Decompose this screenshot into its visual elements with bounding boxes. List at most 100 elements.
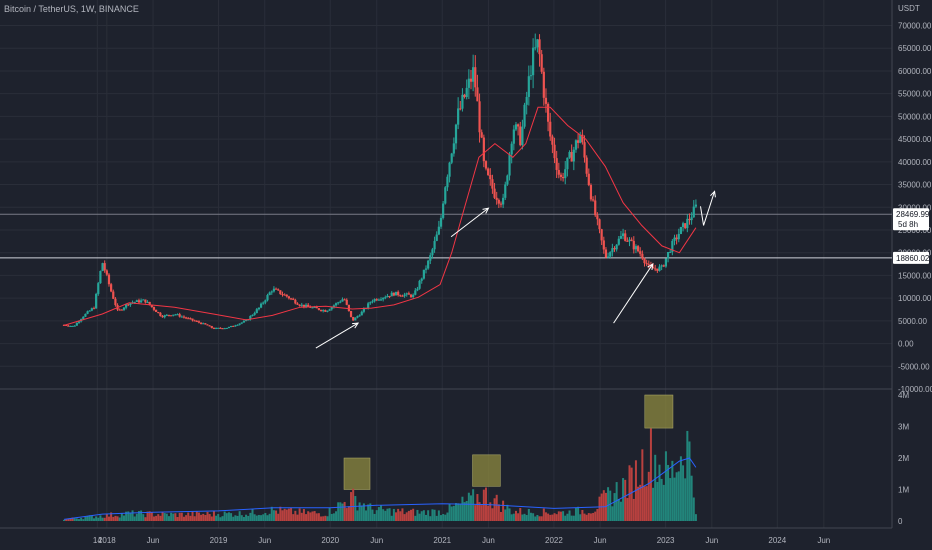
volume-bar — [412, 508, 415, 521]
candle-body — [176, 314, 179, 316]
volume-bar — [641, 449, 644, 521]
volume-bar — [624, 479, 627, 521]
candle-body — [636, 246, 640, 252]
candle-body — [634, 246, 638, 250]
volume-bar — [510, 514, 513, 521]
volume-bar — [159, 515, 162, 521]
candle-body — [463, 94, 466, 97]
volume-bar — [654, 454, 657, 521]
candle-body — [195, 320, 198, 322]
candle-body — [435, 234, 438, 241]
candle-body — [274, 288, 278, 290]
volume-bar — [150, 512, 153, 521]
volume-bar — [435, 515, 438, 521]
candle-body — [232, 325, 235, 327]
candle-body — [262, 302, 265, 304]
volume-bar — [118, 517, 121, 521]
candle-body — [281, 294, 284, 296]
candle-body — [159, 312, 162, 317]
volume-bar — [551, 514, 554, 521]
volume-bar — [626, 497, 629, 521]
time-tick-label: Jun — [705, 536, 718, 545]
candle-body — [140, 300, 143, 303]
volume-bar — [446, 512, 449, 521]
candle-body — [694, 204, 698, 207]
volume-bar — [172, 513, 175, 521]
candle-body — [289, 298, 293, 300]
candle-body — [221, 328, 224, 330]
volume-bar — [431, 509, 434, 521]
volume-bar — [405, 512, 408, 521]
price-tick-label: 50000.00 — [898, 112, 932, 121]
candle-body — [264, 300, 267, 303]
candle-body — [431, 249, 434, 256]
volume-bar — [536, 514, 539, 521]
candle-body — [439, 217, 443, 227]
volume-bar — [155, 515, 158, 521]
volume-bar — [324, 515, 327, 521]
time-tick-label: Jun — [482, 536, 495, 545]
volume-bar — [174, 513, 177, 521]
volume-bar — [497, 504, 500, 521]
candle-body — [444, 187, 447, 204]
candle-body — [349, 311, 353, 317]
candle-body — [371, 301, 374, 303]
volume-bar — [290, 507, 293, 521]
candle-body — [110, 284, 113, 292]
volume-bar — [101, 517, 104, 521]
volume-bar — [656, 482, 659, 521]
volume-bar — [339, 502, 342, 521]
volume-bar — [388, 508, 391, 521]
volume-bar — [247, 515, 250, 521]
candle-body — [574, 140, 578, 150]
candle-body — [493, 188, 496, 198]
volume-bar — [673, 477, 676, 521]
volume-bar — [268, 513, 271, 521]
candle-body — [654, 268, 657, 270]
volume-bar — [135, 513, 138, 521]
volume-bar — [675, 472, 678, 521]
candle-body — [197, 321, 201, 323]
volume-bar — [628, 465, 631, 521]
candle-body — [178, 314, 181, 317]
volume-bar — [540, 516, 543, 521]
candle-body — [135, 300, 138, 302]
volume-bar — [144, 517, 147, 521]
volume-bar — [165, 513, 168, 521]
volume-bar — [197, 512, 200, 521]
candle-body — [172, 314, 175, 316]
candle-body — [692, 206, 695, 218]
candle-body — [536, 39, 539, 48]
volume-bar — [157, 514, 160, 521]
candle-body — [416, 288, 419, 291]
candle-body — [461, 94, 464, 109]
volume-bar — [189, 515, 192, 521]
trend-arrows[interactable] — [315, 190, 716, 349]
volume-bar — [120, 512, 123, 521]
volume-bar — [399, 511, 402, 521]
candle-body — [69, 325, 72, 327]
candle-body — [632, 240, 635, 250]
candle-body — [418, 280, 421, 289]
volume-bar — [694, 514, 697, 521]
candle-body — [617, 238, 620, 245]
candle-body — [71, 325, 74, 327]
candle-body — [170, 315, 173, 317]
candle-body — [217, 327, 220, 329]
candle-body — [223, 328, 226, 330]
candle-body — [184, 317, 188, 319]
volume-bar — [86, 515, 89, 521]
candle-body — [242, 320, 246, 323]
volume-bar — [110, 512, 113, 521]
volume-bar — [392, 508, 395, 521]
candle-body — [390, 292, 393, 297]
horizontal-lines[interactable] — [0, 213, 892, 259]
price-tick-label: 55000.00 — [898, 90, 932, 99]
candle-body — [499, 203, 503, 205]
volume-bar — [679, 456, 682, 521]
candle-body — [73, 325, 76, 327]
price-unit-label: USDT — [898, 4, 920, 13]
volume-bar — [277, 513, 280, 521]
